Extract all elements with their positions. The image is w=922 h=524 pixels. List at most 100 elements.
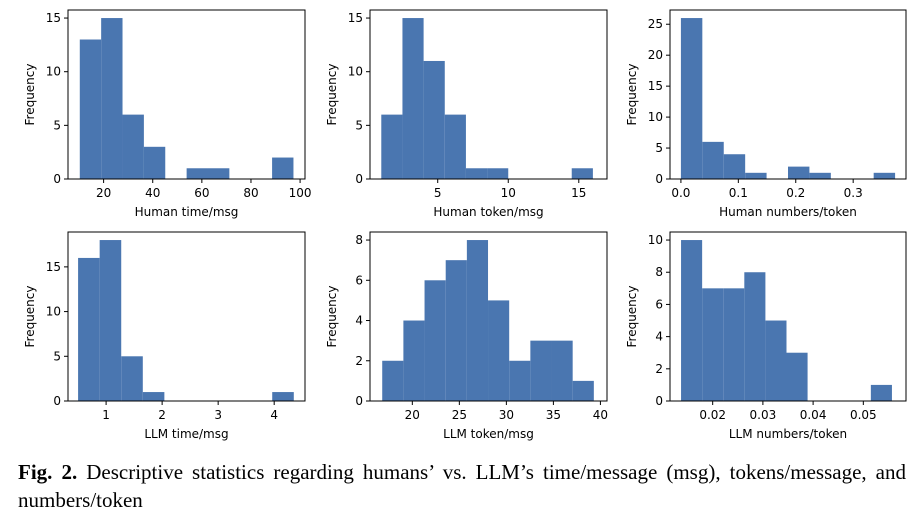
y-tick-label: 5 (53, 118, 61, 132)
x-tick-label: 35 (546, 408, 561, 422)
histogram-bar (786, 352, 808, 401)
subplot-5: 20 25 30 35 40 0 2 4 6 8 LLM token/msg Frequency (325, 231, 608, 441)
x-tick-label: 4 (270, 408, 278, 422)
x-tick-label: 25 (452, 408, 467, 422)
x-tick-label: 0.02 (699, 408, 726, 422)
y-tick-label: 15 (46, 11, 61, 25)
x-tick-label: 0.03 (750, 408, 777, 422)
x-axis-label: LLM token/msg (443, 427, 534, 441)
y-tick-label: 5 (355, 118, 363, 132)
figure-caption: Fig. 2. Descriptive statistics regarding… (18, 458, 906, 514)
x-tick-label: 40 (593, 408, 608, 422)
y-tick-label: 2 (355, 354, 363, 368)
histogram-bar (702, 288, 724, 401)
histogram-bar (272, 392, 294, 401)
y-tick-label: 10 (648, 233, 663, 247)
axes-frame (369, 231, 608, 402)
y-tick-label: 5 (53, 349, 61, 363)
x-tick-label: 2 (158, 408, 166, 422)
y-tick-label: 2 (655, 362, 663, 376)
histogram-bar (744, 272, 766, 401)
y-tick-label: 10 (348, 65, 363, 79)
y-tick-label: 0 (355, 172, 363, 186)
y-tick-label: 0 (53, 172, 61, 186)
histogram-bar (78, 257, 100, 401)
x-tick-label: 0.0 (671, 186, 690, 200)
x-tick-label: 0.04 (800, 408, 827, 422)
y-axis-label: Frequency (625, 64, 639, 126)
x-axis-label: LLM numbers/token (729, 427, 847, 441)
x-tick-label: 0.2 (786, 186, 805, 200)
histogram-bar (809, 172, 831, 179)
histogram-bar (445, 260, 467, 401)
caption-label: Fig. 2. (18, 460, 78, 484)
y-axis-label: Frequency (625, 286, 639, 348)
x-tick-label: 20 (96, 186, 111, 200)
histogram-bar (381, 114, 403, 179)
histogram-bar (681, 240, 703, 401)
y-tick-label: 15 (348, 11, 363, 25)
y-axis-label: Frequency (325, 286, 339, 348)
subplot-1: 20 40 60 80 100 0 5 10 15 Human time/msg Frequency (23, 9, 312, 219)
y-tick-label: 8 (655, 265, 663, 279)
y-tick-label: 4 (355, 314, 363, 328)
histogram-bar (423, 60, 445, 179)
x-axis-label: LLM time/msg (144, 427, 228, 441)
y-tick-label: 8 (355, 233, 363, 247)
x-axis-label: Human token/msg (433, 205, 543, 219)
histogram-bar (765, 320, 787, 401)
axes-frame (669, 231, 907, 402)
histogram-bar (487, 168, 509, 179)
y-tick-label: 6 (355, 273, 363, 287)
histogram-bar (551, 340, 573, 401)
y-tick-label: 0 (355, 394, 363, 408)
histogram-bar (121, 356, 143, 401)
y-tick-label: 0 (655, 172, 663, 186)
y-tick-label: 15 (46, 260, 61, 274)
histogram-bar (571, 168, 593, 179)
x-axis-label: Human numbers/token (719, 205, 857, 219)
y-tick-label: 20 (648, 48, 663, 62)
y-tick-label: 5 (655, 141, 663, 155)
y-tick-label: 10 (648, 110, 663, 124)
histogram-bar (101, 18, 123, 179)
x-tick-label: 80 (243, 186, 258, 200)
histogram-bar (79, 39, 102, 180)
y-tick-label: 10 (46, 65, 61, 79)
histogram-bar (702, 141, 724, 179)
histogram-bar (870, 384, 892, 401)
histogram-bar (382, 360, 404, 401)
histogram-bar (509, 360, 531, 401)
axes-frame (669, 9, 907, 180)
x-tick-label: 20 (405, 408, 420, 422)
x-tick-label: 0.3 (844, 186, 863, 200)
y-tick-label: 0 (655, 394, 663, 408)
histogram-bar (465, 168, 488, 179)
caption-text: Descriptive statistics regarding humans’… (18, 460, 907, 512)
histogram-bar (572, 380, 594, 401)
histogram-bar (745, 172, 767, 179)
x-axis-label: Human time/msg (135, 205, 239, 219)
histogram-bar (488, 300, 510, 401)
histogram-bar (873, 172, 896, 179)
x-tick-label: 100 (289, 186, 312, 200)
histogram-bar (444, 114, 466, 179)
x-tick-label: 3 (214, 408, 222, 422)
y-tick-label: 4 (655, 330, 663, 344)
x-tick-label: 15 (571, 186, 586, 200)
x-tick-label: 40 (145, 186, 160, 200)
x-tick-label: 60 (194, 186, 209, 200)
histogram-bar (402, 18, 424, 179)
y-tick-label: 10 (46, 305, 61, 319)
x-tick-label: 30 (499, 408, 514, 422)
histogram-bar (530, 340, 552, 401)
y-tick-label: 25 (648, 17, 663, 31)
x-tick-label: 5 (434, 186, 442, 200)
y-tick-label: 0 (53, 394, 61, 408)
histogram-bar (186, 168, 208, 179)
x-tick-label: 0.05 (850, 408, 877, 422)
histogram-bar (99, 240, 122, 401)
histogram-bar (272, 157, 294, 179)
subplot-3: 0.0 0.1 0.2 0.3 0 5 10 15 20 25 Human numbers/toke… (625, 9, 907, 219)
